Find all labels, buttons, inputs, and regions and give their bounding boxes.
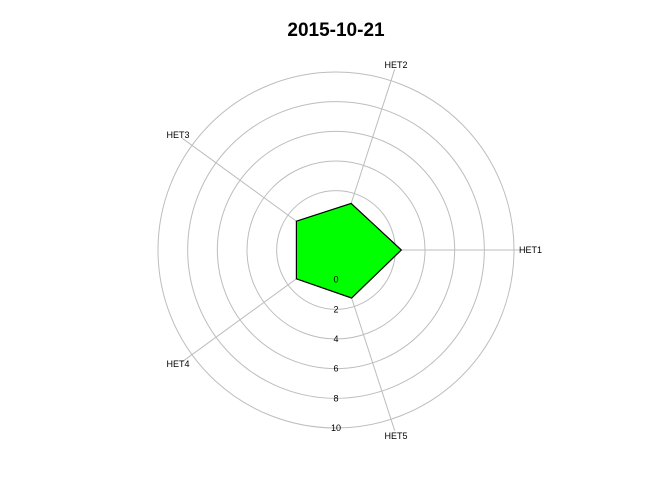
tick-label: 2 — [333, 304, 338, 314]
axis-label-het3: HET3 — [166, 130, 189, 140]
tick-labels: 0 2 4 6 8 10 — [331, 275, 341, 433]
tick-label: 10 — [331, 423, 341, 433]
axis-label-het4: HET4 — [166, 359, 189, 369]
axis-label-het1: HET1 — [519, 245, 542, 255]
series-polygon — [295, 202, 403, 299]
tick-label: 8 — [333, 393, 338, 403]
tick-label: 0 — [333, 275, 338, 285]
axis-label-het2: HET2 — [384, 60, 407, 70]
series — [295, 202, 403, 299]
chart-title: 2015-10-21 — [287, 20, 385, 41]
axis-labels: HET1 HET2 HET3 HET4 HET5 — [166, 60, 542, 441]
axis-label-het5: HET5 — [384, 431, 407, 441]
tick-label: 6 — [333, 364, 338, 374]
tick-label: 4 — [333, 334, 338, 344]
